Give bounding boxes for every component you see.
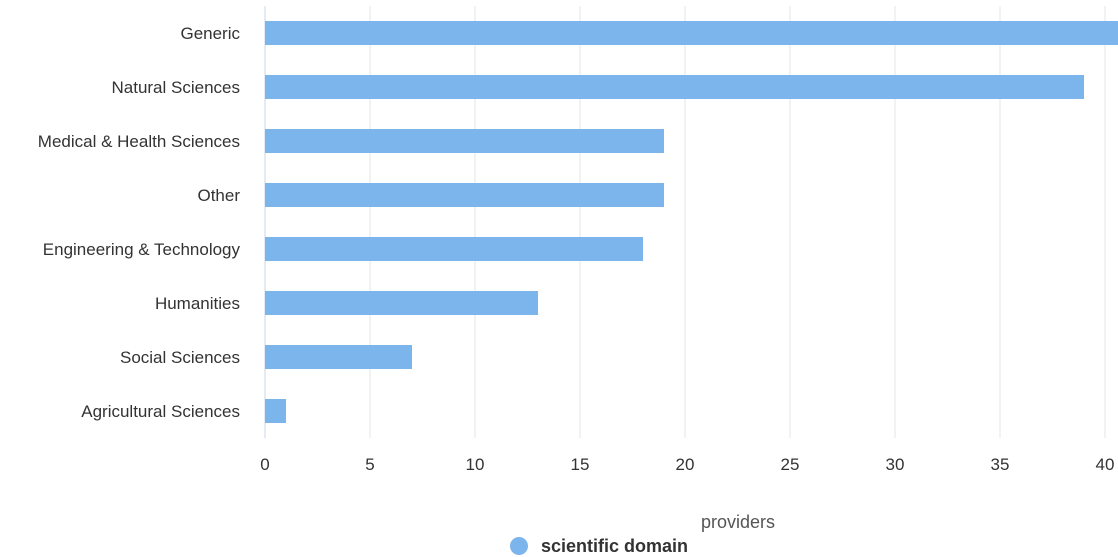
category-label: Humanities [155, 294, 240, 313]
category-labels: Generic Natural Sciences Medical & Health … [38, 24, 241, 421]
bar[interactable] [265, 345, 412, 369]
x-tick-label: 40 [1096, 455, 1115, 474]
x-tick-label: 15 [571, 455, 590, 474]
category-label: Generic [180, 24, 240, 43]
x-tick-label: 10 [466, 455, 485, 474]
category-label: Agricultural Sciences [81, 402, 240, 421]
legend-marker-icon [510, 537, 528, 555]
x-tick-label: 20 [676, 455, 695, 474]
category-label: Engineering & Technology [43, 240, 241, 259]
bar[interactable] [265, 237, 643, 261]
x-axis-title: providers [701, 512, 775, 532]
bar[interactable] [265, 75, 1084, 99]
bars-layer [265, 21, 1118, 423]
legend[interactable]: scientific domain [510, 536, 688, 556]
x-tick-label: 5 [365, 455, 374, 474]
x-tick-labels: 0 5 10 15 20 25 30 35 40 [260, 455, 1114, 474]
bar[interactable] [265, 129, 664, 153]
legend-label: scientific domain [541, 536, 688, 556]
x-tick-label: 30 [886, 455, 905, 474]
bar[interactable] [265, 183, 664, 207]
grid-layer [264, 6, 1106, 438]
x-tick-label: 25 [781, 455, 800, 474]
bar[interactable] [265, 399, 286, 423]
bar[interactable] [265, 21, 1118, 45]
bar[interactable] [265, 291, 538, 315]
category-label: Social Sciences [120, 348, 240, 367]
x-tick-label: 0 [260, 455, 269, 474]
category-label: Natural Sciences [111, 78, 240, 97]
category-label: Medical & Health Sciences [38, 132, 240, 151]
category-label: Other [197, 186, 240, 205]
x-tick-label: 35 [991, 455, 1010, 474]
